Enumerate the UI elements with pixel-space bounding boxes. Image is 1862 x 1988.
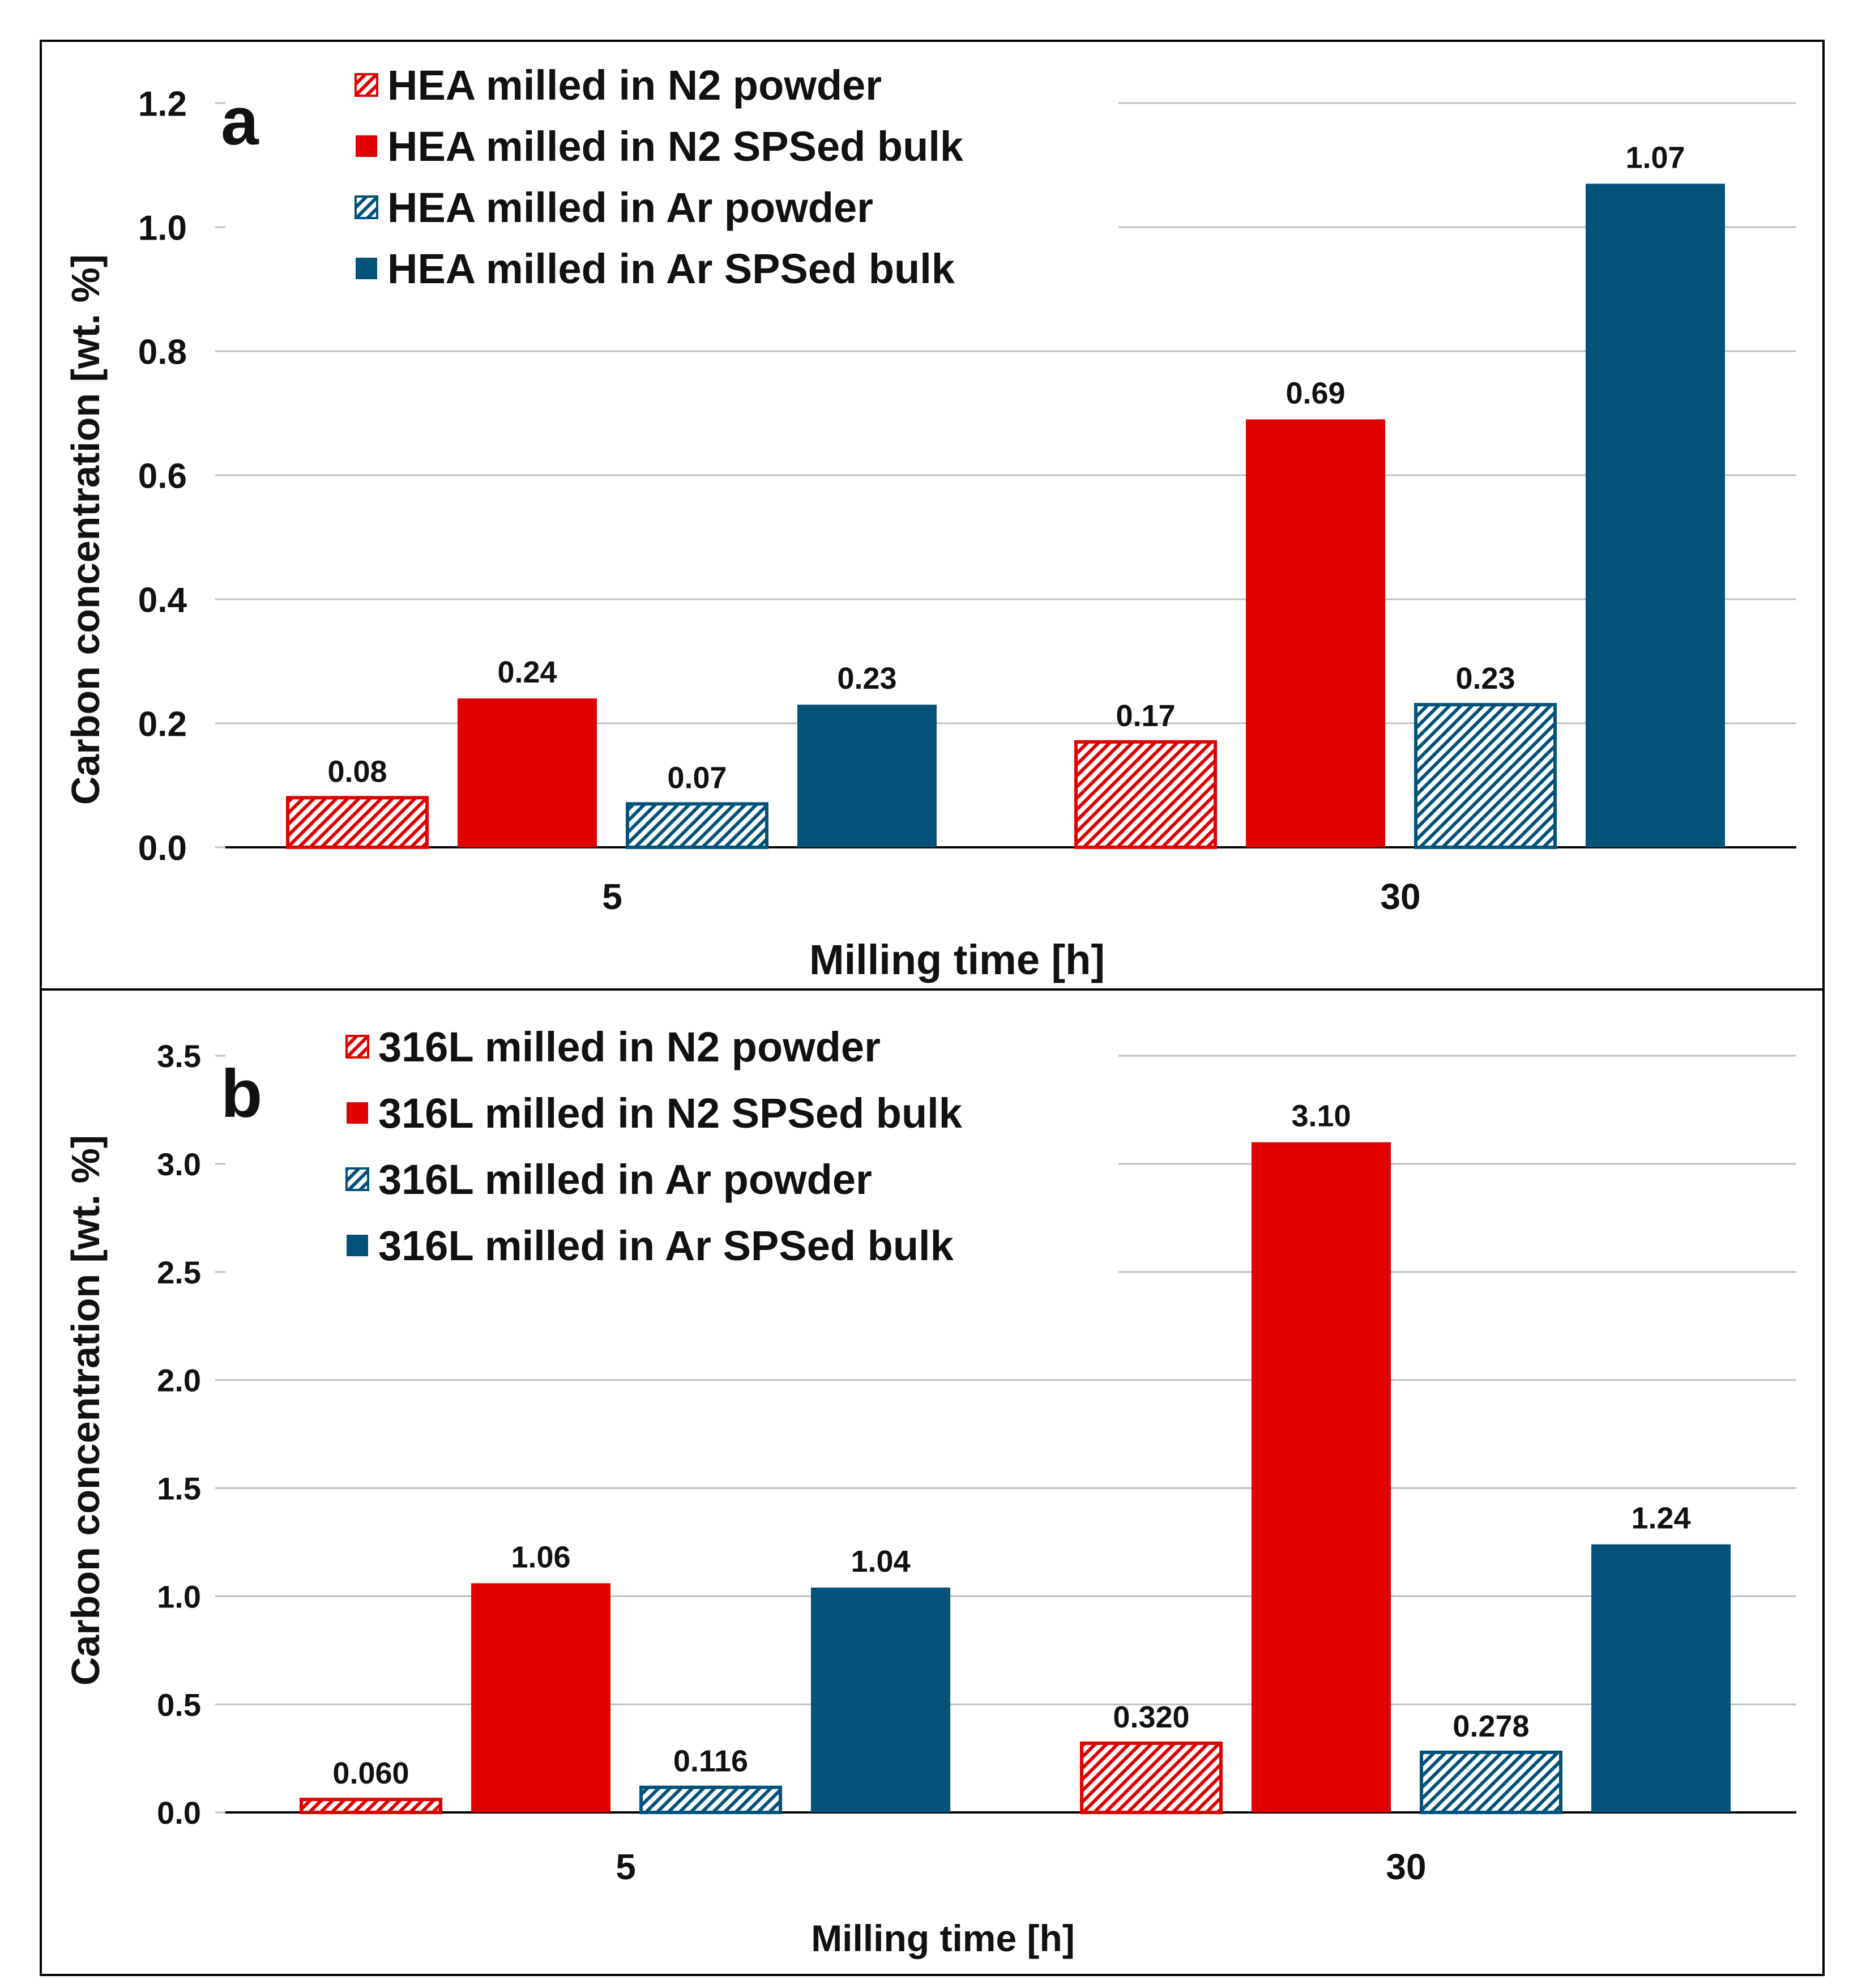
panel-letter: a <box>221 83 259 159</box>
legend-entry: HEA milled in N2 powder <box>387 62 882 109</box>
data-label: 0.060 <box>332 1756 409 1790</box>
data-label: 0.278 <box>1453 1709 1529 1743</box>
bars <box>300 1142 1731 1815</box>
panel-letter: b <box>221 1056 262 1132</box>
bar-316l-milled-in-n2-powder-30 <box>1080 1741 1223 1814</box>
y-tick-label: 1.0 <box>157 1579 201 1614</box>
legend: HEA milled in N2 powder HEA milled in N2 … <box>355 62 964 292</box>
y-tick-label: 0.8 <box>138 332 187 372</box>
legend-entry: 316L milled in Ar powder <box>378 1156 872 1203</box>
x-axis-label: Milling time [h] <box>811 1917 1075 1959</box>
chart-panel-a: 0.080.240.070.230.170.690.231.07 0.00.20… <box>40 40 1825 991</box>
data-label: 1.04 <box>851 1545 910 1579</box>
y-axis-label: Carbon concentration [wt. %] <box>63 1135 108 1686</box>
bar-hea-milled-in-n2-powder-5 <box>286 796 429 850</box>
bar-316l-milled-in-ar-spsed-bulk-30 <box>1591 1544 1731 1812</box>
bar-316l-milled-in-ar-spsed-bulk-5 <box>811 1588 950 1812</box>
data-label: 0.08 <box>327 754 387 788</box>
bar-316l-milled-in-n2-spsed-bulk-5 <box>471 1583 610 1812</box>
legend-entry: 316L milled in N2 powder <box>378 1023 881 1070</box>
data-label: 1.07 <box>1625 140 1685 174</box>
data-label: 3.10 <box>1291 1099 1351 1133</box>
data-labels: 0.08 0.24 0.07 0.23 0.17 0.69 0.23 1.07 <box>327 140 1685 795</box>
panel-frame <box>40 988 1825 1976</box>
bar-hea-milled-in-n2-powder-30 <box>1074 740 1217 849</box>
x-tick-label: 5 <box>616 1846 636 1887</box>
x-tick-label: 30 <box>1380 876 1420 917</box>
y-tick-label: 0.2 <box>138 705 187 744</box>
bar-316l-milled-in-ar-powder-5 <box>639 1785 782 1815</box>
legend-entry: HEA milled in N2 SPSed bulk <box>387 123 964 170</box>
data-label: 0.320 <box>1113 1700 1189 1734</box>
y-axis-label: Carbon concentration [wt. %] <box>63 254 108 805</box>
x-tick-label: 5 <box>602 876 622 917</box>
data-label: 1.24 <box>1631 1501 1690 1535</box>
chart-panel-b: 0.060 1.06 0.116 1.04 0.320 3.10 0.278 1.24 0.0… <box>40 988 1825 1976</box>
y-tick-labels: 0.0 0.5 1.0 1.5 2.0 2.5 3.0 3.5 <box>157 1038 201 1831</box>
y-tick-label: 0.5 <box>157 1687 201 1722</box>
data-label: 0.24 <box>497 655 557 689</box>
y-tick-label: 0.4 <box>138 581 187 620</box>
bar-hea-milled-in-ar-spsed-bulk-30 <box>1586 184 1725 848</box>
legend-swatch <box>356 135 377 157</box>
data-labels: 0.060 1.06 0.116 1.04 0.320 3.10 0.278 1.24 <box>332 1099 1690 1790</box>
x-tick-labels: 5 30 <box>616 1846 1426 1887</box>
data-label: 0.23 <box>1455 662 1515 696</box>
x-tick-label: 30 <box>1386 1846 1426 1887</box>
legend-swatch <box>347 1102 368 1124</box>
legend-swatch <box>355 195 378 219</box>
y-tick-label: 0.0 <box>157 1795 201 1831</box>
legend-entry: 316L milled in N2 SPSed bulk <box>378 1090 963 1137</box>
legend-entry: 316L milled in Ar SPSed bulk <box>378 1222 954 1269</box>
y-tick-label: 2.5 <box>157 1255 201 1290</box>
legend-swatch <box>356 258 377 279</box>
legend: 316L milled in N2 powder 316L milled in N… <box>345 1023 963 1269</box>
data-label: 1.06 <box>511 1540 570 1574</box>
y-tick-label: 2.0 <box>157 1363 201 1398</box>
y-tick-label: 3.0 <box>157 1146 201 1182</box>
y-tick-label: 0.6 <box>138 457 187 496</box>
bar-hea-milled-in-ar-powder-5 <box>626 802 768 849</box>
legend-swatch <box>355 73 378 97</box>
data-label: 0.17 <box>1116 699 1175 733</box>
data-label: 0.116 <box>673 1744 748 1778</box>
y-tick-label: 1.0 <box>138 208 187 248</box>
y-tick-labels: 0.0 0.2 0.4 0.6 0.8 1.0 1.2 <box>138 84 187 868</box>
y-tick-label: 3.5 <box>157 1038 201 1074</box>
y-tick-label: 1.5 <box>157 1471 201 1507</box>
data-label: 0.07 <box>667 761 727 795</box>
bar-hea-milled-in-ar-spsed-bulk-5 <box>797 705 937 847</box>
bars <box>286 184 1725 850</box>
legend-entry: HEA milled in Ar powder <box>387 184 873 231</box>
legend-swatch <box>347 1235 368 1256</box>
y-tick-label: 0.0 <box>138 829 187 868</box>
legend-entry: HEA milled in Ar SPSed bulk <box>387 245 955 292</box>
data-label: 0.23 <box>837 662 896 696</box>
bar-hea-milled-in-ar-powder-30 <box>1414 703 1557 850</box>
bar-316l-milled-in-n2-powder-5 <box>300 1798 442 1815</box>
data-label: 0.69 <box>1286 376 1345 410</box>
x-tick-labels: 5 30 <box>602 876 1420 917</box>
bar-hea-milled-in-n2-spsed-bulk-5 <box>458 698 597 847</box>
bar-316l-milled-in-ar-powder-30 <box>1420 1750 1562 1815</box>
x-axis-label: Milling time [h] <box>809 936 1105 983</box>
y-tick-label: 1.2 <box>138 84 187 123</box>
legend-swatch <box>345 1167 369 1191</box>
bar-316l-milled-in-n2-spsed-bulk-30 <box>1252 1142 1391 1812</box>
legend-swatch <box>345 1035 369 1059</box>
bar-hea-milled-in-n2-spsed-bulk-30 <box>1246 419 1385 847</box>
